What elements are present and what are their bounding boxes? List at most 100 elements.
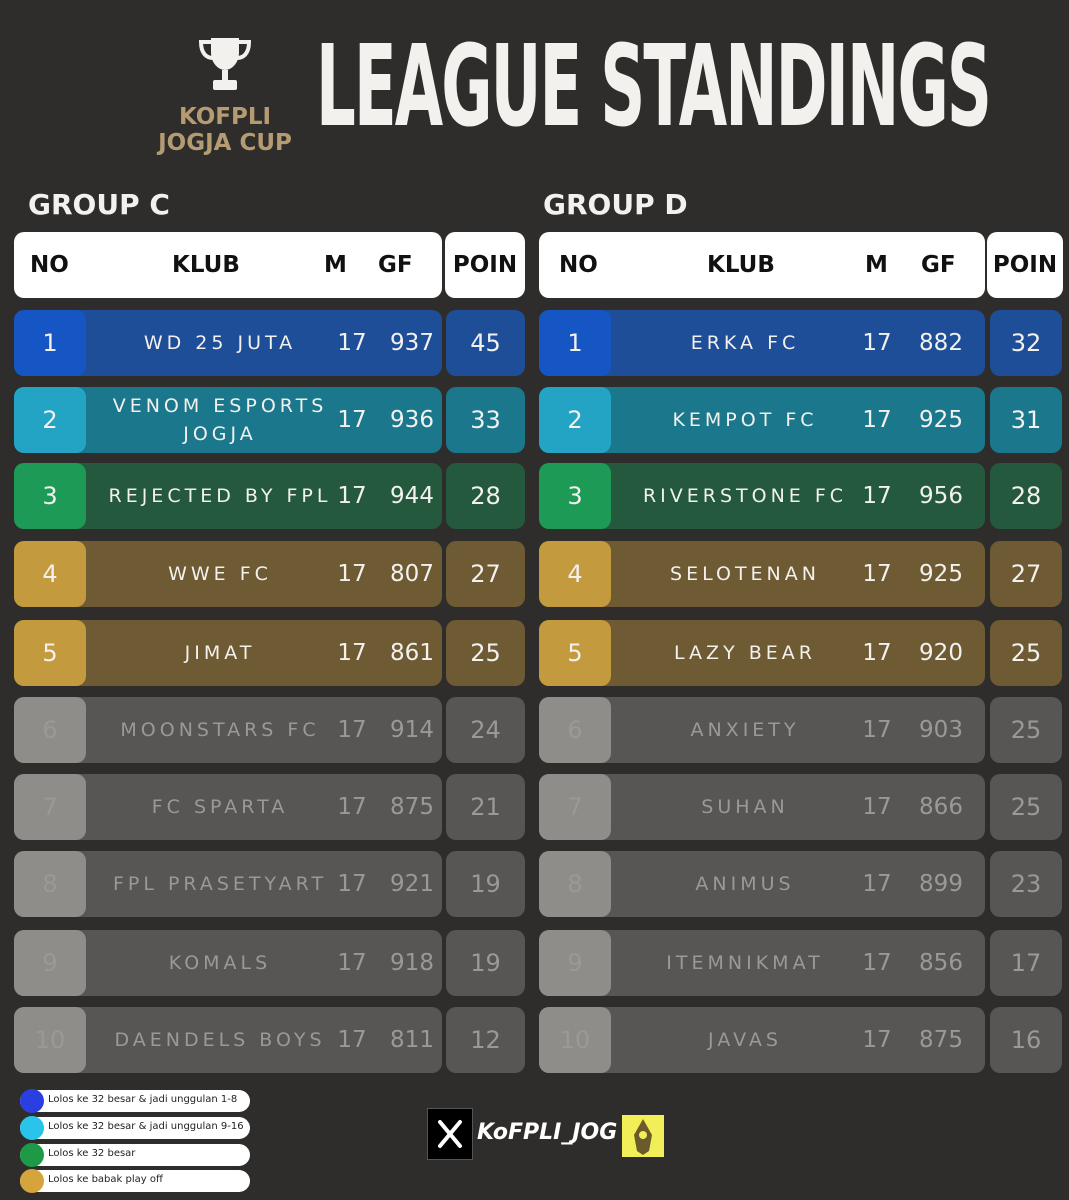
table-row: 7 SUHAN 17 866 [539, 774, 985, 840]
points: 45 [446, 310, 525, 376]
brand-name: KOFPLI JOGJA CUP [150, 104, 300, 156]
matches-played: 17 [862, 871, 892, 897]
club-name: DAENDELS BOYS [114, 1029, 326, 1051]
goals-for: 856 [919, 950, 963, 976]
col-klub: KLUB [707, 252, 775, 278]
club-name: ITEMNIKMAT [666, 952, 824, 974]
rank-number: 3 [539, 463, 611, 529]
table-row: 2 VENOM ESPORTS JOGJA 17 936 [14, 387, 442, 453]
points: 21 [446, 774, 525, 840]
table-row: 6 ANXIETY 17 903 [539, 697, 985, 763]
legend-text: Lolos ke 32 besar [48, 1148, 136, 1159]
rank-number: 8 [14, 851, 86, 917]
club-name: ANIMUS [695, 873, 795, 895]
club-name: REJECTED BY FPL [108, 485, 332, 507]
rank-number: 1 [539, 310, 611, 376]
club-name: JIMAT [184, 642, 256, 664]
points: 25 [990, 774, 1062, 840]
points: 24 [446, 697, 525, 763]
group-d-title: GROUP D [543, 188, 688, 221]
points: 19 [446, 930, 525, 996]
rank-number: 10 [539, 1007, 611, 1073]
legend-item: Lolos ke 32 besar & jadi unggulan 1-8 [20, 1089, 250, 1113]
points: 17 [990, 930, 1062, 996]
points: 19 [446, 851, 525, 917]
table-row: 7 FC SPARTA 17 875 [14, 774, 442, 840]
goals-for: 921 [390, 871, 434, 897]
group-c-header: NO KLUB M GF [14, 232, 442, 298]
col-klub: KLUB [172, 252, 240, 278]
rank-number: 7 [539, 774, 611, 840]
table-row: 8 FPL PRASETYART 17 921 [14, 851, 442, 917]
rank-number: 5 [14, 620, 86, 686]
rank-number: 2 [14, 387, 86, 453]
club-name: FPL PRASETYART [112, 873, 328, 895]
points: 28 [446, 463, 525, 529]
points: 28 [990, 463, 1062, 529]
table-row: 1 WD 25 JUTA 17 937 [14, 310, 442, 376]
goals-for: 875 [919, 1027, 963, 1053]
club-name: KOMALS [168, 952, 272, 974]
legend-text: Lolos ke babak play off [48, 1174, 163, 1185]
table-row: 10 DAENDELS BOYS 17 811 [14, 1007, 442, 1073]
points: 12 [446, 1007, 525, 1073]
goals-for: 925 [919, 561, 963, 587]
col-poin: POIN [445, 232, 525, 298]
matches-played: 17 [337, 1027, 367, 1053]
col-no: NO [30, 252, 69, 278]
legend-text: Lolos ke 32 besar & jadi unggulan 1-8 [48, 1094, 238, 1105]
rank-number: 10 [14, 1007, 86, 1073]
rank-number: 1 [14, 310, 86, 376]
page-title: LEAGUE STANDINGS [316, 22, 992, 152]
table-row: 4 WWE FC 17 807 [14, 541, 442, 607]
matches-played: 17 [337, 561, 367, 587]
matches-played: 17 [862, 561, 892, 587]
rank-number: 9 [539, 930, 611, 996]
legend-item: Lolos ke 32 besar & jadi unggulan 9-16 [20, 1116, 250, 1140]
matches-played: 17 [862, 640, 892, 666]
legend-item: Lolos ke babak play off [20, 1169, 250, 1193]
rank-number: 6 [539, 697, 611, 763]
matches-played: 17 [337, 330, 367, 356]
table-row: 3 REJECTED BY FPL 17 944 [14, 463, 442, 529]
club-name: FC SPARTA [151, 796, 289, 818]
goals-for: 807 [390, 561, 434, 587]
wayang-emblem-icon [622, 1115, 664, 1157]
points: 25 [990, 697, 1062, 763]
goals-for: 925 [919, 407, 963, 433]
points: 27 [990, 541, 1062, 607]
matches-played: 17 [337, 483, 367, 509]
goals-for: 861 [390, 640, 434, 666]
matches-played: 17 [337, 871, 367, 897]
goals-for: 875 [390, 794, 434, 820]
rank-number: 8 [539, 851, 611, 917]
brand-line-2: JOGJA CUP [158, 130, 292, 156]
legend-color-dot [20, 1143, 44, 1167]
trophy-icon [198, 38, 252, 90]
rank-number: 2 [539, 387, 611, 453]
matches-played: 17 [862, 717, 892, 743]
points: 23 [990, 851, 1062, 917]
social-handle: KoFPLI_JOG [477, 1120, 618, 1145]
goals-for: 866 [919, 794, 963, 820]
goals-for: 956 [919, 483, 963, 509]
legend-item: Lolos ke 32 besar [20, 1143, 250, 1167]
matches-played: 17 [337, 640, 367, 666]
club-name: VENOM ESPORTS JOGJA [112, 395, 328, 445]
points: 27 [446, 541, 525, 607]
club-name: ERKA FC [690, 332, 800, 354]
table-row: 5 LAZY BEAR 17 920 [539, 620, 985, 686]
matches-played: 17 [862, 1027, 892, 1053]
points: 25 [990, 620, 1062, 686]
club-name: LAZY BEAR [674, 642, 816, 664]
matches-played: 17 [862, 330, 892, 356]
rank-number: 7 [14, 774, 86, 840]
club-name: WD 25 JUTA [143, 332, 297, 354]
rank-number: 6 [14, 697, 86, 763]
table-row: 5 JIMAT 17 861 [14, 620, 442, 686]
legend-text: Lolos ke 32 besar & jadi unggulan 9-16 [48, 1121, 244, 1132]
club-name: RIVERSTONE FC [642, 485, 848, 507]
col-no: NO [559, 252, 598, 278]
goals-for: 914 [390, 717, 434, 743]
points: 31 [990, 387, 1062, 453]
